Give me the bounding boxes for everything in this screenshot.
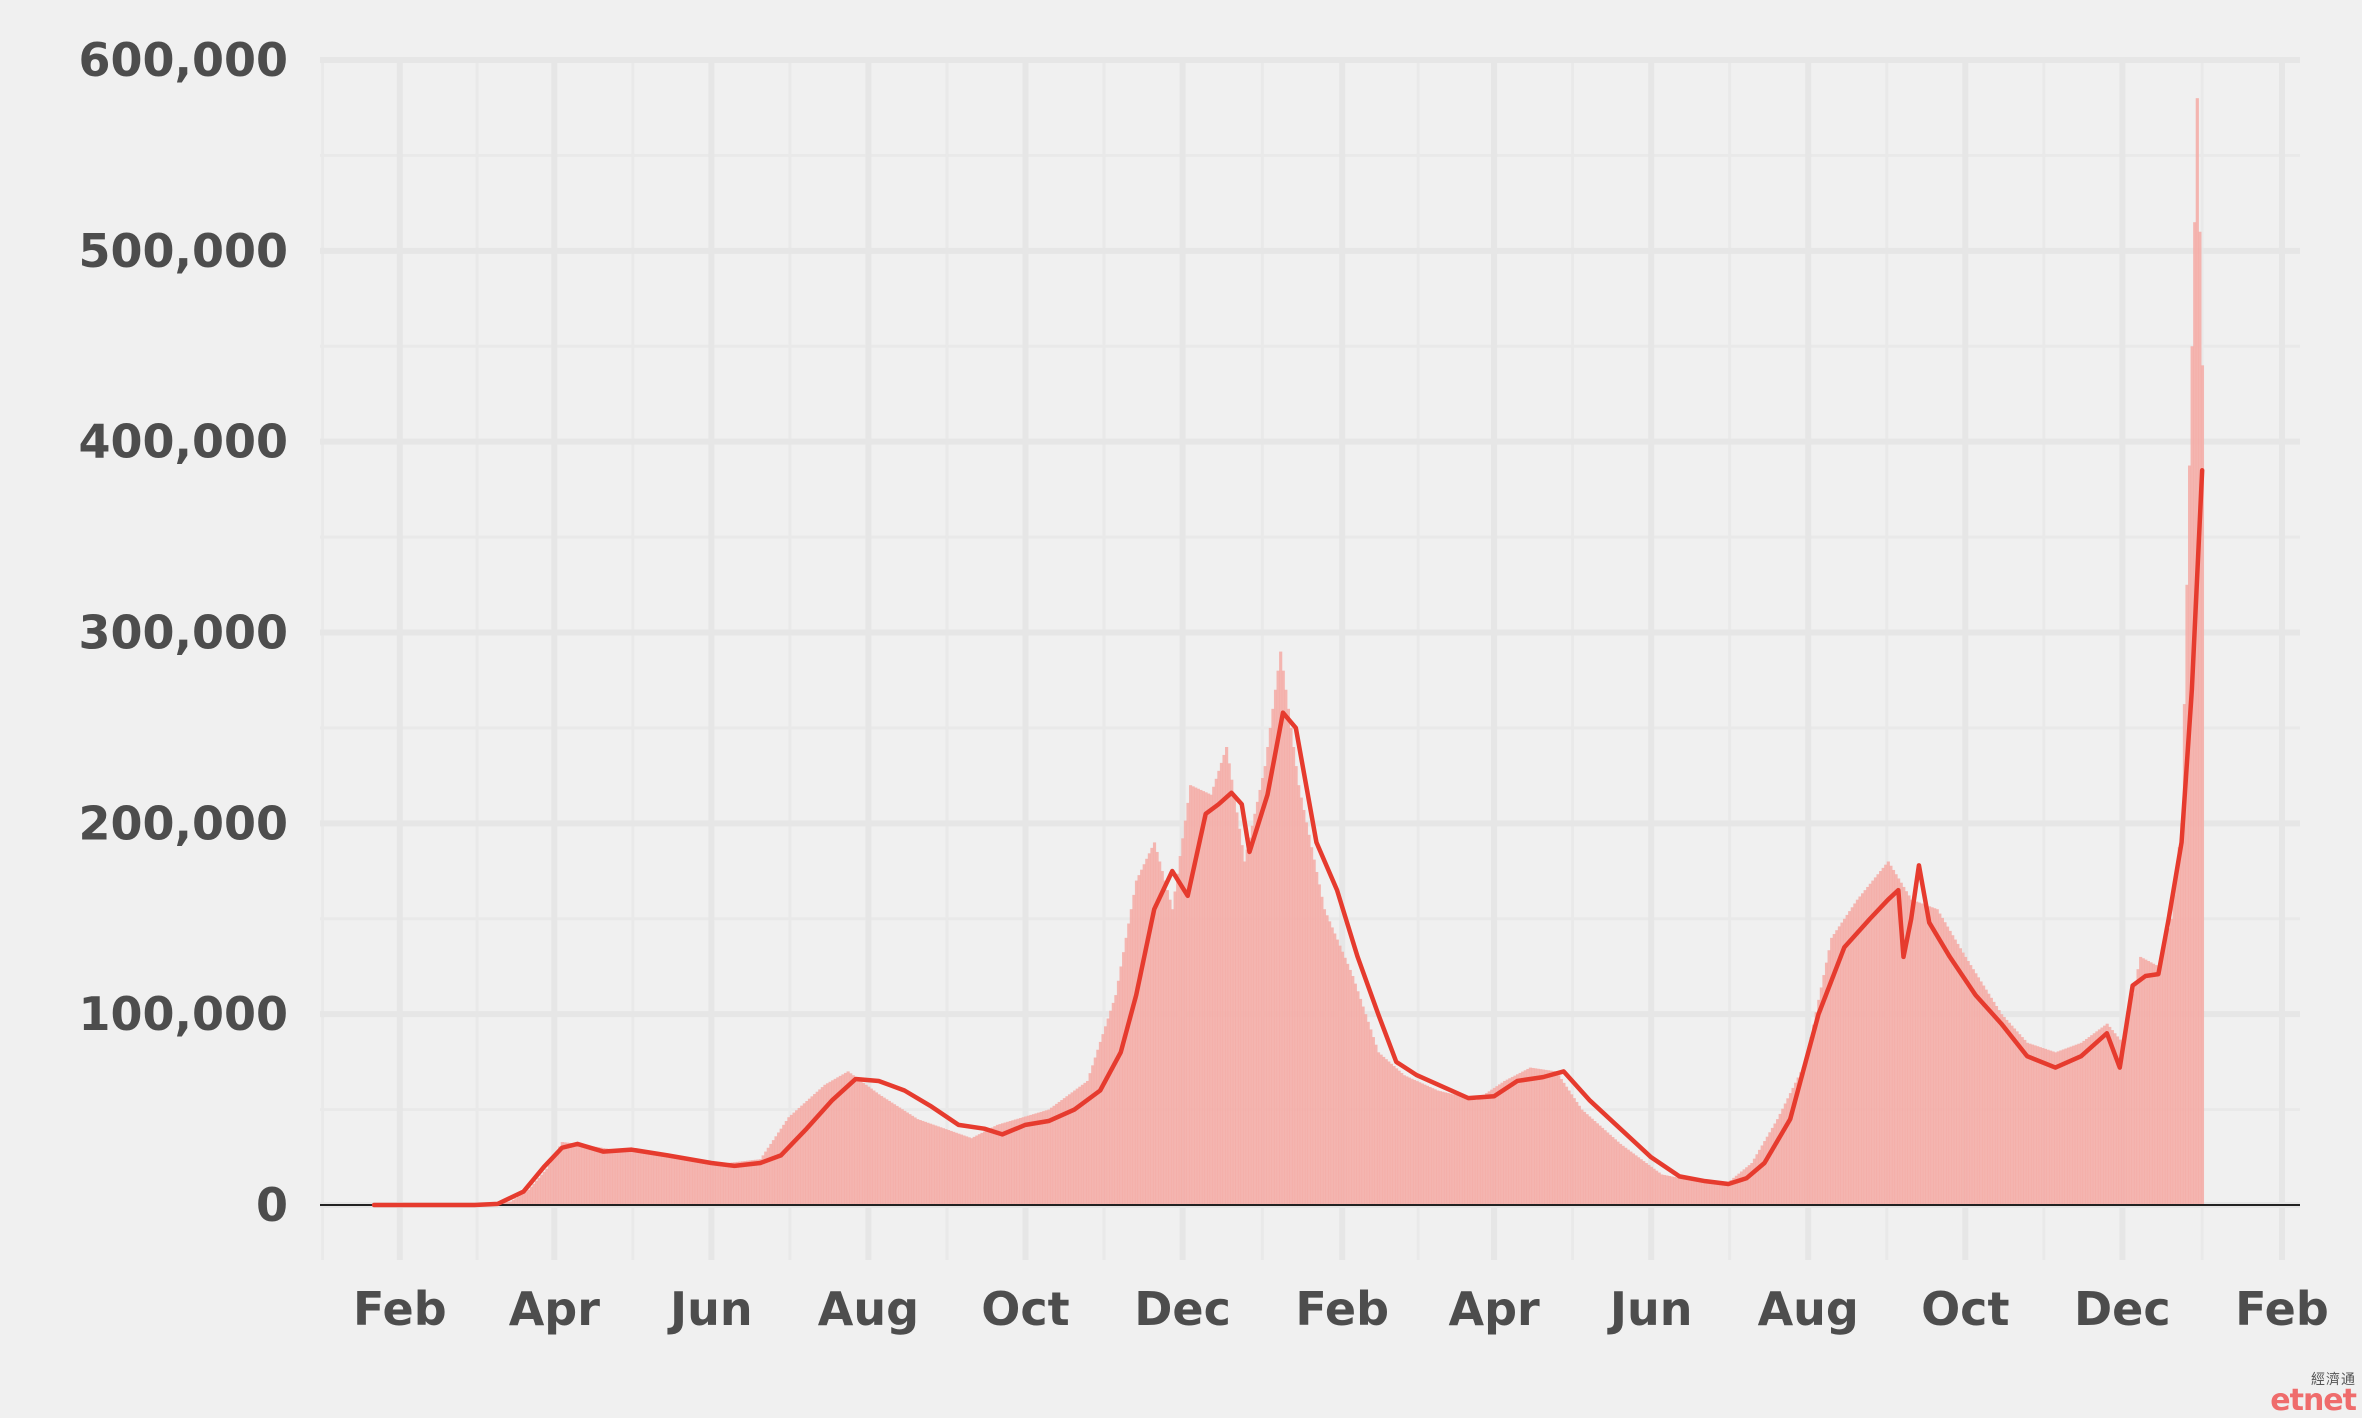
x-tick-label: Jun bbox=[1607, 1282, 1693, 1336]
y-tick-label: 600,000 bbox=[78, 33, 288, 87]
x-axis: Feb Apr Jun Aug Oct Dec Feb Apr Jun Aug Oct Dec Feb bbox=[353, 1282, 2329, 1336]
x-tick-label: Dec bbox=[2074, 1282, 2171, 1336]
x-tick-label: Oct bbox=[1921, 1282, 2009, 1336]
y-axis: 0 100,000 200,000 300,000 400,000 500,000 600,… bbox=[78, 33, 288, 1232]
y-tick-label: 300,000 bbox=[78, 606, 288, 660]
y-tick-label: 0 bbox=[256, 1178, 288, 1232]
x-tick-label: Jun bbox=[667, 1282, 753, 1336]
y-tick-label: 400,000 bbox=[78, 415, 288, 469]
y-tick-label: 500,000 bbox=[78, 224, 288, 278]
y-tick-label: 200,000 bbox=[78, 796, 288, 850]
x-tick-label: Aug bbox=[1758, 1282, 1859, 1336]
x-tick-label: Feb bbox=[1295, 1282, 1389, 1336]
x-tick-label: Feb bbox=[2235, 1282, 2329, 1336]
x-tick-label: Feb bbox=[353, 1282, 447, 1336]
x-tick-label: Apr bbox=[1448, 1282, 1540, 1336]
x-tick-label: Aug bbox=[818, 1282, 919, 1336]
x-tick-label: Oct bbox=[981, 1282, 1069, 1336]
x-tick-label: Dec bbox=[1134, 1282, 1231, 1336]
y-tick-label: 100,000 bbox=[78, 987, 288, 1041]
logo-english-text: etnet bbox=[2270, 1387, 2356, 1415]
etnet-logo: 經濟通 etnet bbox=[2270, 1373, 2356, 1415]
daily-bars bbox=[381, 98, 2205, 1205]
x-tick-label: Apr bbox=[509, 1282, 601, 1336]
